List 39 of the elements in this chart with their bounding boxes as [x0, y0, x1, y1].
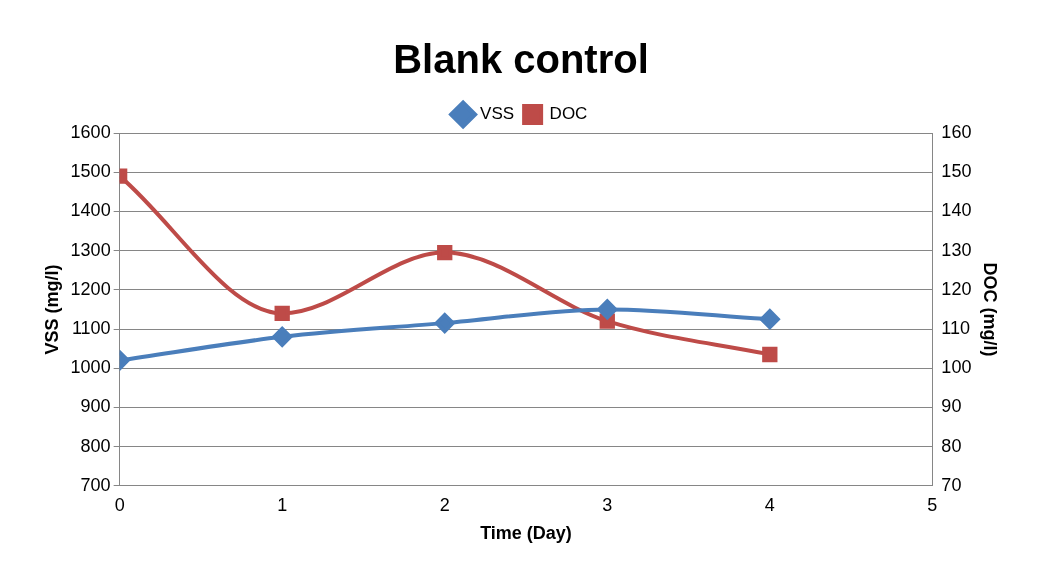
y-tick-label: 1400	[70, 200, 111, 221]
y2-tick-label: 110	[941, 317, 971, 338]
x-tick-label: 4	[764, 494, 775, 515]
y-axis-title: VSS (mg/l)	[41, 264, 62, 355]
point	[437, 244, 453, 261]
x-tick-label: 3	[602, 494, 613, 515]
y2-tick-label: 90	[941, 396, 962, 417]
legend-label: DOC	[549, 104, 588, 124]
point	[272, 326, 293, 347]
x-tick-label: 2	[439, 494, 450, 515]
y-tick-label: 1200	[70, 278, 111, 299]
y-tick-label: 700	[80, 474, 111, 495]
y2-tick-label: 130	[941, 239, 972, 260]
y-tick-label: 1500	[70, 161, 111, 182]
x-tick-label: 1	[277, 494, 288, 515]
y2-tick-label: 140	[941, 200, 972, 221]
point	[597, 299, 618, 320]
y-tick-label: 900	[80, 396, 111, 417]
y2-tick-label: 80	[941, 435, 962, 456]
y-tick-label: 1300	[70, 239, 111, 260]
point	[274, 305, 290, 321]
y2-tick-label: 100	[941, 357, 972, 378]
legend-label: VSS	[480, 104, 515, 124]
y2-tick-label: 70	[941, 474, 962, 495]
x-axis-title: Time (Day)	[480, 523, 572, 544]
y2-tick-label: 150	[941, 161, 972, 182]
point	[762, 346, 778, 363]
y-tick-label: 1600	[70, 121, 111, 142]
y2-axis-title: DOC (mg/l)	[980, 262, 1001, 357]
y-tick-label: 800	[80, 435, 111, 456]
point	[759, 309, 780, 330]
y-tick-label: 1000	[70, 357, 111, 378]
y2-tick-label: 160	[941, 121, 972, 142]
point	[434, 313, 455, 334]
y2-tick-label: 120	[941, 278, 972, 299]
x-tick-label: 0	[114, 494, 125, 515]
x-tick-label: 5	[927, 494, 938, 515]
chart-title: Blank control	[393, 37, 649, 82]
y-tick-label: 1100	[71, 317, 111, 338]
